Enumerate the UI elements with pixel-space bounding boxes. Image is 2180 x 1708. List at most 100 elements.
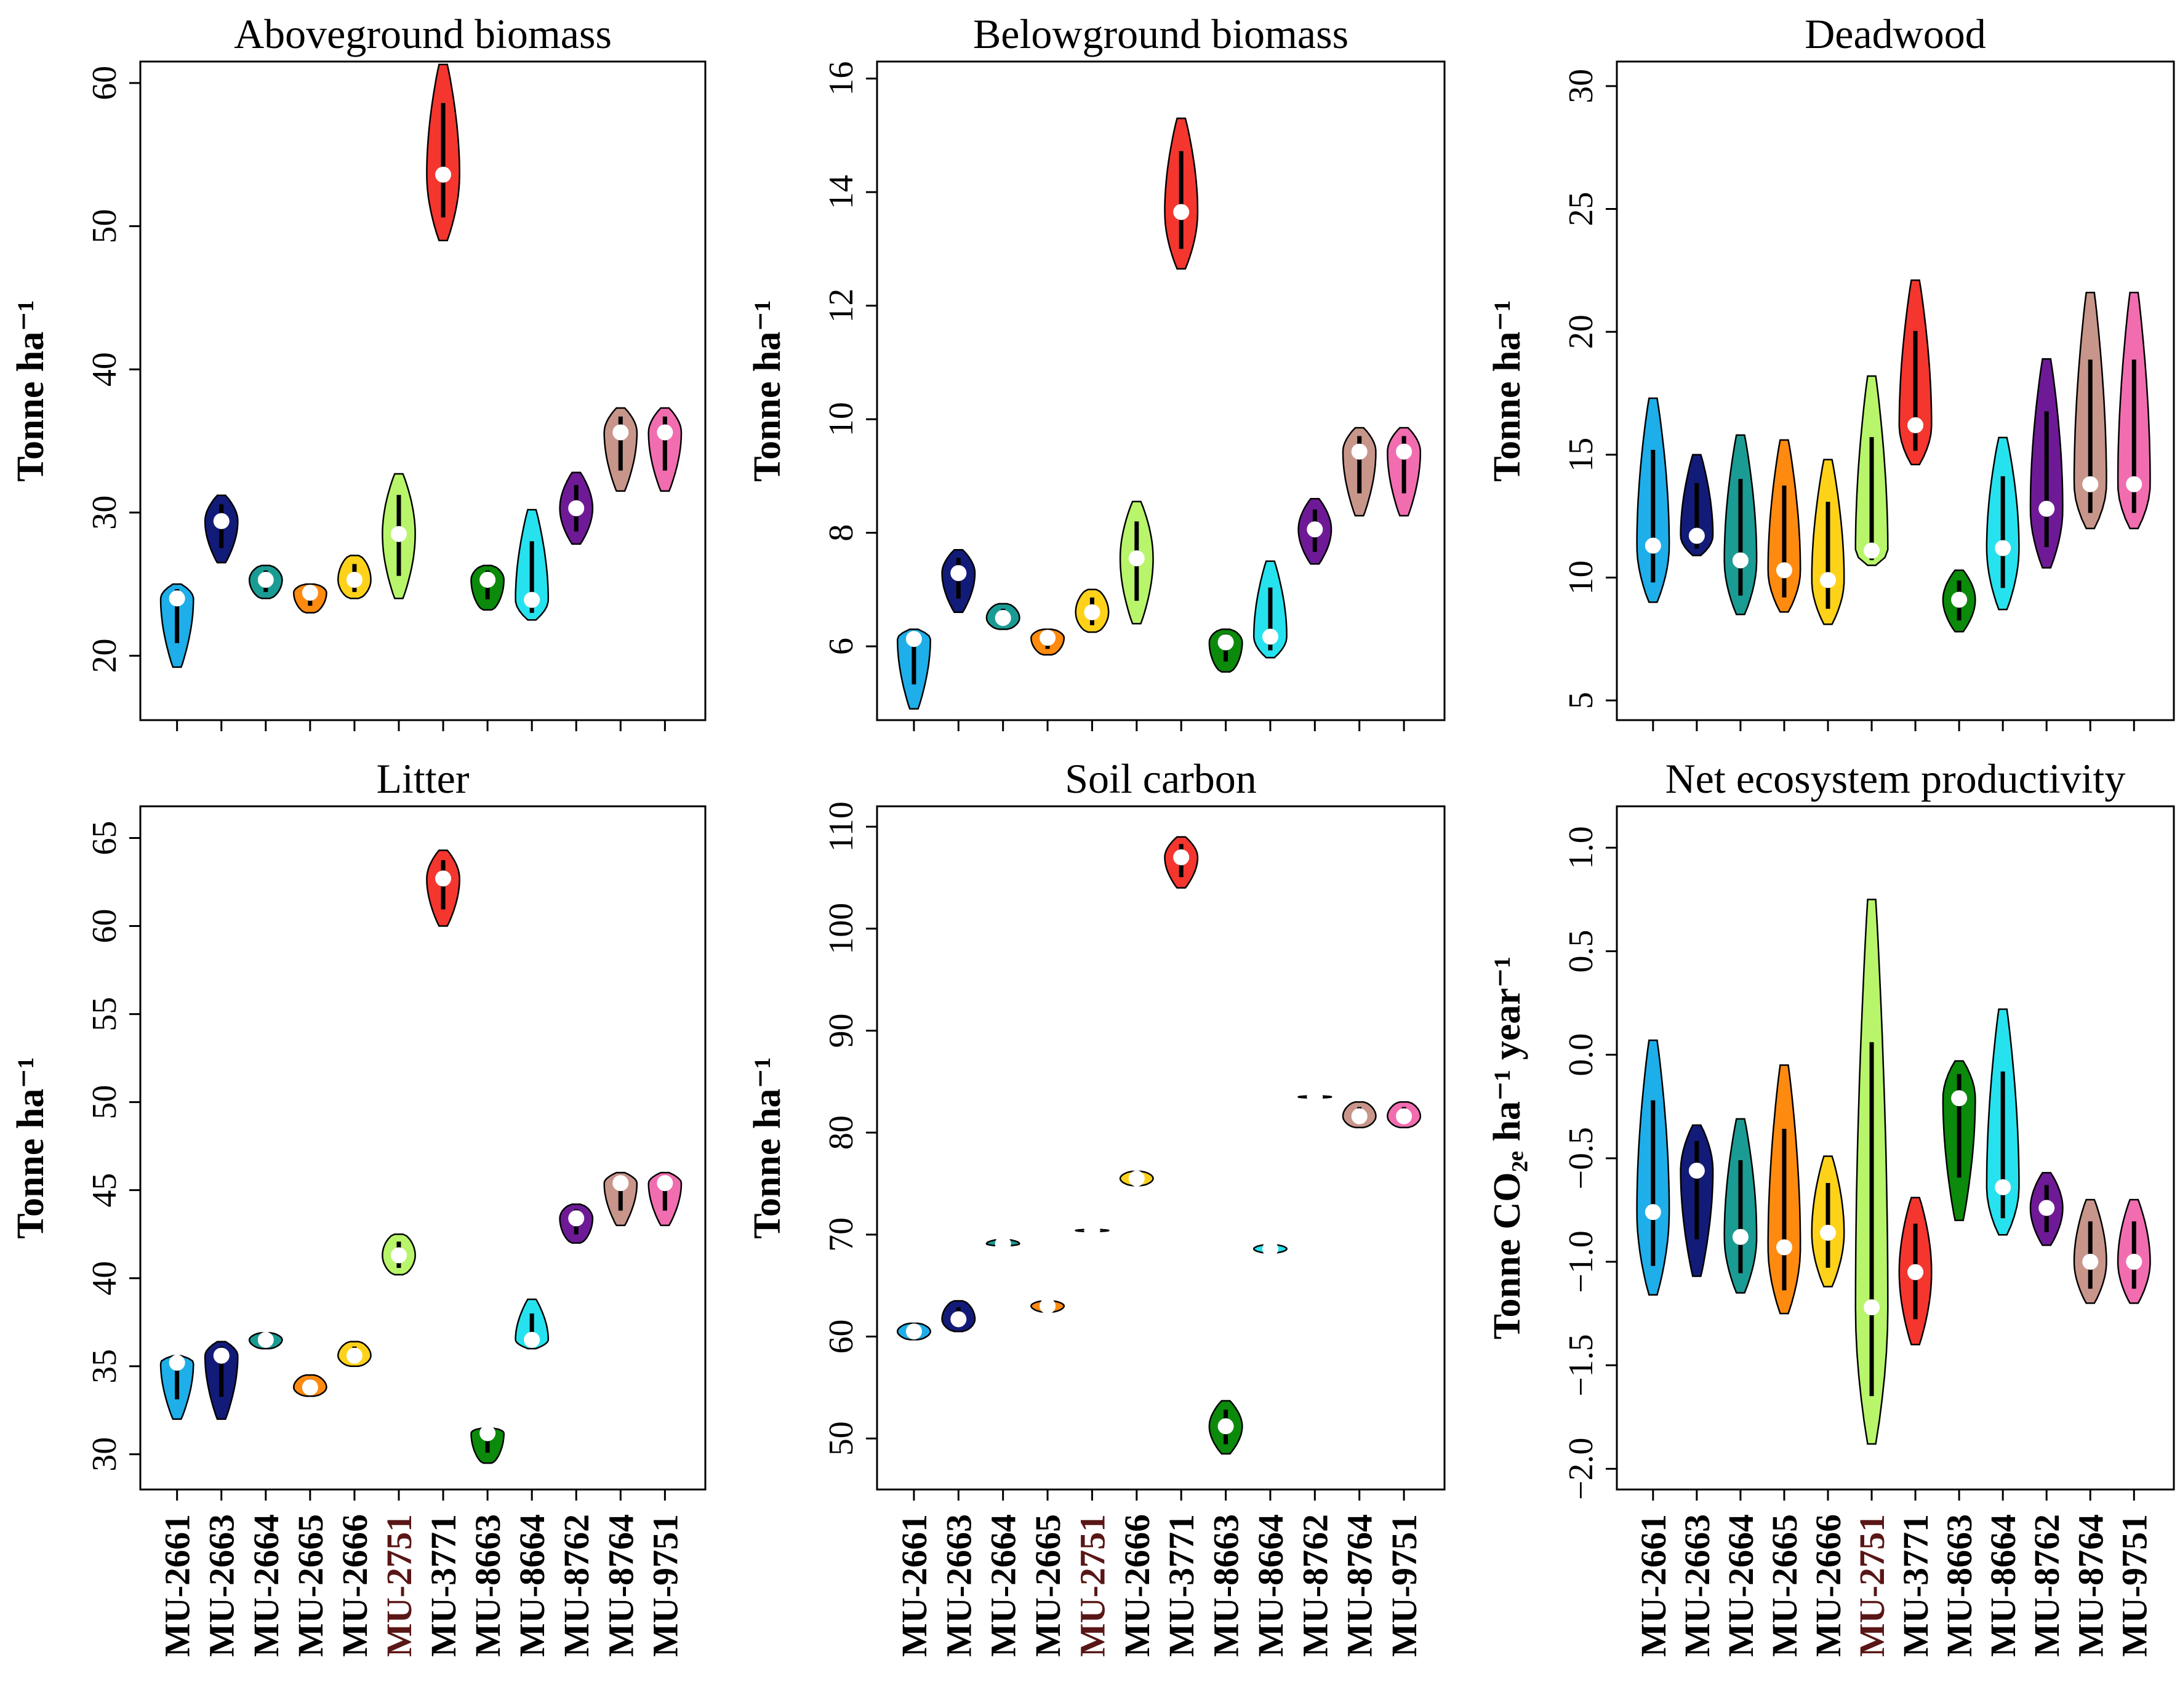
x-category-label: MU-8663 (1939, 1514, 1979, 1657)
plot-frame (139, 60, 707, 721)
median-point (1262, 628, 1278, 645)
median-point (1262, 1241, 1278, 1257)
y-tick-label: 10 (1562, 560, 1600, 595)
x-category-label: MU-9751 (645, 1514, 685, 1657)
median-point (995, 1235, 1011, 1252)
panel-nep: Net ecosystem productivity Tonne CO₂ₑ ha⁻… (1486, 755, 2175, 1657)
x-category-label: MU-8663 (468, 1514, 508, 1657)
x-category-label: MU-3771 (423, 1514, 463, 1657)
x-category-label: MU-8762 (1295, 1514, 1335, 1657)
median-point (2038, 500, 2055, 517)
median-point (1217, 1418, 1234, 1435)
median-point (2038, 1200, 2055, 1216)
x-category-label: MU-2661 (158, 1514, 198, 1657)
median-point (2082, 476, 2099, 492)
median-point (905, 631, 922, 648)
median-point (1351, 443, 1368, 460)
median-point (1776, 1239, 1792, 1256)
median-point (435, 870, 452, 887)
median-point (1217, 634, 1234, 651)
median-point (1819, 572, 1836, 588)
x-category-label: MU-2751 (1072, 1514, 1112, 1657)
median-point (2126, 476, 2142, 492)
x-category-label: MU-2663 (939, 1514, 979, 1657)
x-category-label: MU-3771 (1161, 1514, 1201, 1657)
median-point (302, 584, 318, 601)
median-point (1128, 1170, 1145, 1187)
y-tick-label: −1.5 (1562, 1334, 1600, 1397)
y-tick-label: 1.0 (1562, 826, 1600, 869)
y-tick-label: −1.0 (1562, 1230, 1600, 1293)
x-category-label: MU-8764 (1340, 1514, 1380, 1657)
median-point (1084, 1222, 1100, 1239)
x-category-label: MU-8762 (2027, 1514, 2067, 1657)
median-point (1907, 1264, 1924, 1280)
median-point (1951, 1090, 1968, 1107)
median-point (524, 1331, 540, 1348)
plot-frame (876, 805, 1446, 1491)
x-category-label: MU-9751 (2114, 1514, 2154, 1657)
y-tick-label: 110 (822, 801, 860, 852)
plot-frame (1616, 60, 2175, 721)
median-point (905, 1323, 922, 1340)
y-tick-label: 60 (86, 66, 124, 100)
y-tick-label: 0.5 (1562, 929, 1600, 972)
median-point (612, 1175, 629, 1192)
median-point (390, 1247, 407, 1264)
x-category-label: MU-2663 (1677, 1514, 1717, 1657)
x-category-label: MU-2664 (1721, 1514, 1761, 1657)
y-tick-label: −2.0 (1562, 1438, 1600, 1501)
y-tick-label: 30 (1562, 69, 1600, 103)
y-tick-label: 60 (822, 1319, 860, 1353)
y-tick-label: 14 (822, 175, 860, 209)
y-tick-label: 40 (86, 352, 124, 387)
median-point (1040, 630, 1056, 646)
x-category-label: MU-8663 (1206, 1514, 1246, 1657)
y-tick-label: 8 (822, 524, 860, 542)
median-point (1396, 1108, 1413, 1125)
median-point (479, 572, 496, 588)
median-point (1819, 1224, 1836, 1241)
median-point (1688, 527, 1705, 544)
x-category-label: MU-2661 (894, 1514, 934, 1657)
y-tick-label: 50 (822, 1421, 860, 1456)
y-tick-label: 12 (822, 289, 860, 323)
median-point (1732, 552, 1749, 569)
median-point (1084, 604, 1100, 620)
median-point (657, 424, 673, 441)
y-tick-label: 45 (86, 1173, 124, 1208)
x-category-label: MU-2663 (202, 1514, 242, 1657)
chart-title: Soil carbon (1065, 755, 1257, 802)
y-tick-label: 100 (822, 903, 860, 955)
x-category-label: MU-8664 (512, 1514, 552, 1657)
x-category-label: MU-2665 (291, 1514, 331, 1657)
plot-frame (1616, 805, 2175, 1491)
x-category-label: MU-8664 (1983, 1514, 2023, 1657)
median-point (612, 424, 629, 441)
y-tick-label: 30 (86, 495, 124, 530)
median-point (479, 1425, 496, 1441)
y-tick-label: 60 (86, 909, 124, 944)
y-tick-label: 70 (822, 1217, 860, 1252)
y-tick-label: 50 (86, 1085, 124, 1120)
median-point (1128, 550, 1145, 567)
y-tick-label: 20 (1562, 315, 1600, 349)
median-point (390, 526, 407, 542)
x-category-label: MU-2665 (1765, 1514, 1805, 1657)
y-axis-label: Tonne ha⁻¹ (10, 1057, 52, 1238)
median-point (169, 1355, 185, 1371)
panel-bgb: Belowground biomass Tonne ha⁻¹ 6 8 10 12 14 16 (747, 10, 1446, 731)
x-category-label: MU-2665 (1028, 1514, 1068, 1657)
median-point (213, 513, 230, 529)
median-point (213, 1347, 230, 1364)
y-tick-label: 30 (86, 1437, 124, 1472)
chart-title: Deadwood (1805, 10, 1986, 57)
y-tick-label: 65 (86, 820, 124, 855)
x-category-label: MU-2751 (379, 1514, 419, 1657)
x-category-label: MU-2666 (1117, 1514, 1157, 1657)
x-category-label: MU-8762 (556, 1514, 596, 1657)
chart-title: Net ecosystem productivity (1665, 755, 2126, 802)
panel-agb: Aboveground biomass Tonne ha⁻¹ 20 30 40 50 60 (10, 10, 707, 731)
